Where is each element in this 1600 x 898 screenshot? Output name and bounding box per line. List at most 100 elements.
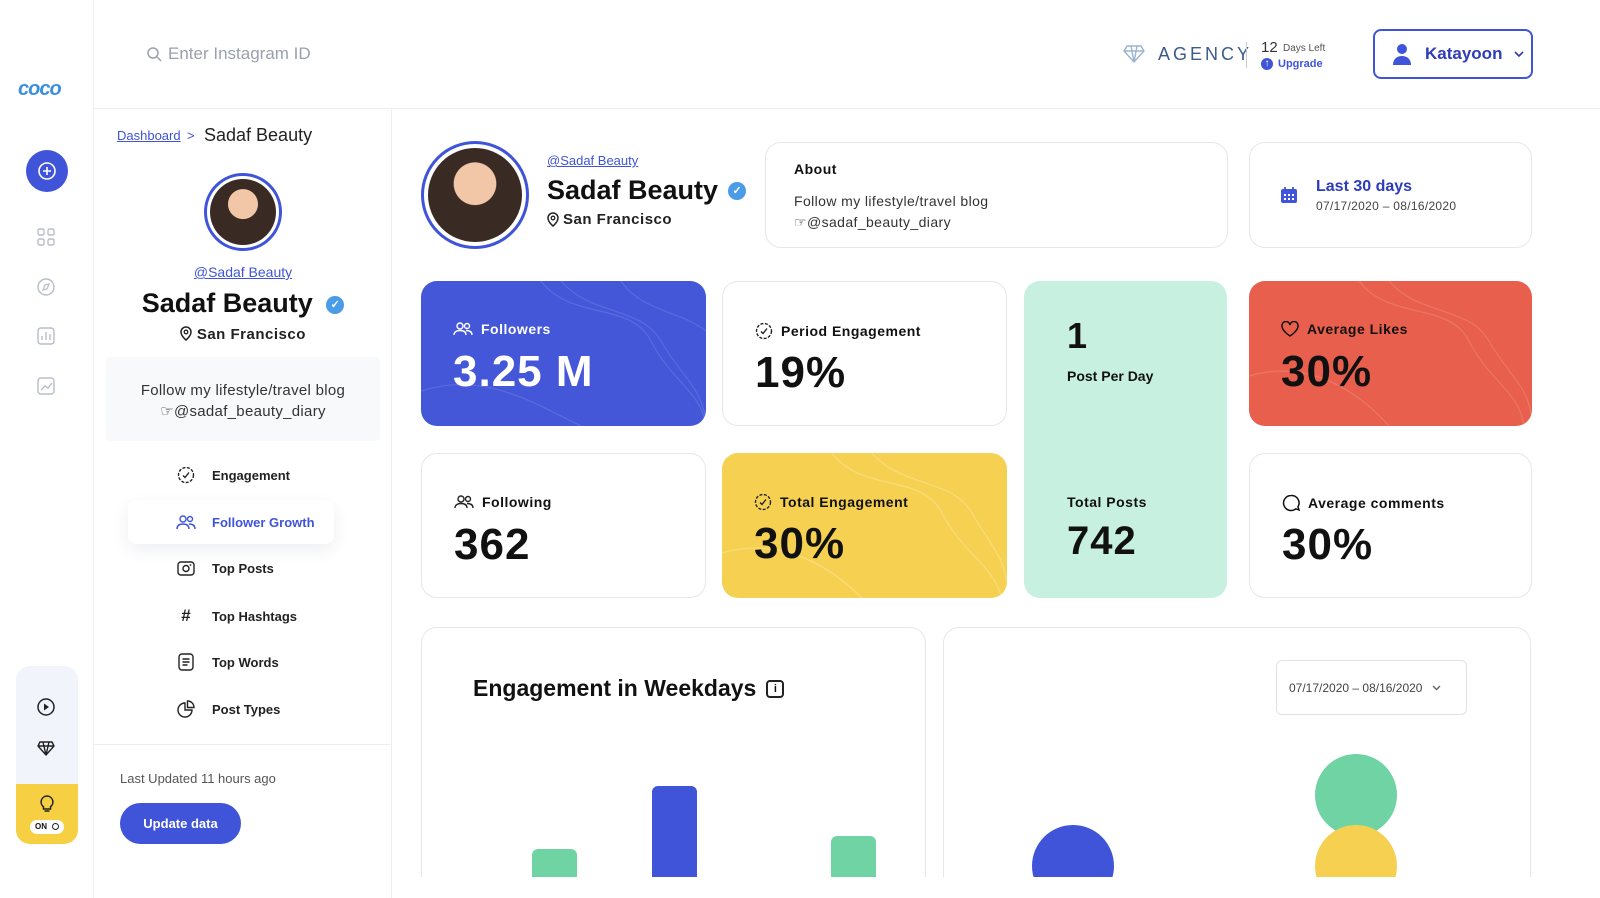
update-data-button[interactable]: Update data <box>120 803 241 844</box>
followers-value: 3.25 M <box>453 347 594 396</box>
about-line-2-text: @sadaf_beauty_diary <box>806 214 951 230</box>
pie-icon <box>176 699 196 719</box>
header-divider <box>1246 42 1247 68</box>
toggle-switch[interactable]: ON <box>30 820 64 834</box>
add-profile-button[interactable] <box>26 150 68 192</box>
calendar-icon <box>1281 187 1297 203</box>
weekday-engagement-title: Engagement in Weekdays i <box>473 675 785 702</box>
chevron-down-icon <box>1514 51 1525 57</box>
profile-handle-link[interactable]: @Sadaf Beauty <box>193 264 293 280</box>
diamond-plan-icon[interactable] <box>35 737 57 759</box>
nav-item-top-hashtags[interactable]: # Top Hashtags <box>176 605 297 627</box>
posts-card: 1 Post Per Day Total Posts 742 <box>1024 281 1227 598</box>
bubble-green <box>1315 754 1397 836</box>
profile-name-text: Sadaf Beauty <box>141 288 313 318</box>
link-hand-icon: ☞ <box>794 214 807 230</box>
nav-item-top-words[interactable]: Top Words <box>176 651 279 673</box>
period-engagement-label-text: Period Engagement <box>781 323 921 339</box>
main-profile-location: San Francisco <box>547 211 672 228</box>
user-menu-button[interactable]: Katayoon <box>1373 29 1533 79</box>
comment-icon <box>1282 494 1300 512</box>
main-profile-handle-link[interactable]: @Sadaf Beauty <box>547 153 639 168</box>
breadcrumb-current: Sadaf Beauty <box>204 125 313 145</box>
heart-icon <box>1281 321 1299 337</box>
profile-name: Sadaf Beauty ✓ <box>94 288 392 319</box>
toggle-knob <box>52 823 60 830</box>
following-value: 362 <box>454 520 531 569</box>
last-updated-text: Last Updated 11 hours ago <box>120 771 276 786</box>
app-logo[interactable]: coco <box>18 78 62 100</box>
average-likes-value: 30% <box>1281 347 1373 396</box>
nav-item-follower-growth[interactable]: Follower Growth <box>176 511 315 533</box>
lightbulb-icon <box>40 795 54 812</box>
average-comments-label-text: Average comments <box>1308 495 1445 511</box>
profile-bio: Follow my lifestyle/travel blog ☞@sadaf_… <box>106 357 380 441</box>
date-range-filter[interactable]: Last 30 days 07/17/2020 – 08/16/2020 <box>1249 142 1532 248</box>
followers-icon <box>176 512 196 532</box>
date-filter-range: 07/17/2020 – 08/16/2020 <box>1316 198 1457 213</box>
location-pin-icon <box>180 326 192 341</box>
following-card: Following 362 <box>421 453 706 598</box>
nav-item-top-posts[interactable]: Top Posts <box>176 557 274 579</box>
instagram-id-search-input[interactable] <box>168 40 568 68</box>
period-engagement-label: Period Engagement <box>755 322 921 340</box>
followers-icon <box>453 322 473 336</box>
nav-label: Post Types <box>212 701 281 717</box>
followers-card: Followers 3.25 M <box>421 281 706 426</box>
analytics-bars-icon[interactable] <box>35 325 57 347</box>
about-text: Follow my lifestyle/travel blog ☞@sadaf_… <box>794 191 1199 233</box>
total-engagement-label: Total Engagement <box>754 493 908 511</box>
nav-item-engagement[interactable]: Engagement <box>176 464 290 486</box>
hashtag-icon: # <box>181 606 191 625</box>
total-posts-value: 742 <box>1067 519 1137 563</box>
engagement-icon <box>754 493 772 511</box>
upgrade-arrow-icon: ↑ <box>1261 58 1273 70</box>
verified-badge-icon: ✓ <box>326 296 345 314</box>
breadcrumb-separator: > <box>187 128 195 143</box>
profile-location-text: San Francisco <box>196 326 306 343</box>
about-line-2: ☞@sadaf_beauty_diary <box>794 212 1199 233</box>
dashboard-grid-icon[interactable] <box>35 226 57 248</box>
following-label-text: Following <box>482 494 552 510</box>
about-title: About <box>794 161 837 177</box>
period-engagement-card: Period Engagement 19% <box>722 281 1007 426</box>
main-location-text: San Francisco <box>563 211 673 228</box>
engagement-icon <box>176 465 196 485</box>
average-likes-card: Average Likes 30% <box>1249 281 1532 426</box>
trend-chart-icon[interactable] <box>35 375 57 397</box>
profile-avatar <box>204 173 282 251</box>
location-pin-icon <box>547 212 559 227</box>
chevron-down-icon <box>1432 685 1441 690</box>
explore-compass-icon[interactable] <box>35 276 57 298</box>
profile-side-panel <box>94 109 392 898</box>
engagement-icon <box>755 322 773 340</box>
toggle-label: ON <box>35 822 47 831</box>
total-posts-label: Total Posts <box>1067 494 1147 510</box>
posts-per-day-label: Post Per Day <box>1067 368 1154 384</box>
verified-badge-icon: ✓ <box>728 181 747 200</box>
total-engagement-value: 30% <box>754 519 846 568</box>
chart-date-range-select[interactable]: 07/17/2020 – 08/16/2020 <box>1276 660 1467 715</box>
average-likes-label-text: Average Likes <box>1307 321 1408 337</box>
following-label: Following <box>454 494 552 510</box>
nav-label: Follower Growth <box>212 514 315 530</box>
about-card: About Follow my lifestyle/travel blog ☞@… <box>765 142 1228 248</box>
play-tutorial-icon[interactable] <box>35 696 57 718</box>
average-likes-label: Average Likes <box>1281 321 1408 337</box>
search-icon <box>147 47 162 62</box>
period-engagement-value: 19% <box>755 348 847 397</box>
info-icon[interactable]: i <box>766 679 785 698</box>
about-line-1: Follow my lifestyle/travel blog <box>794 193 989 209</box>
posts-icon <box>176 558 196 578</box>
words-icon <box>176 652 196 672</box>
following-icon <box>454 495 474 509</box>
upgrade-label: Upgrade <box>1278 58 1323 70</box>
upgrade-link[interactable]: ↑ Upgrade <box>1261 58 1323 70</box>
tips-toggle[interactable]: ON <box>16 784 78 844</box>
breadcrumb-dashboard-link[interactable]: Dashboard <box>117 128 181 143</box>
nav-active-highlight <box>128 500 334 544</box>
days-left-label: Days Left <box>1283 43 1326 54</box>
weekday-engagement-title-text: Engagement in Weekdays <box>473 675 757 701</box>
bio-line-1: Follow my lifestyle/travel blog <box>140 382 346 399</box>
nav-item-post-types[interactable]: Post Types <box>176 698 280 720</box>
